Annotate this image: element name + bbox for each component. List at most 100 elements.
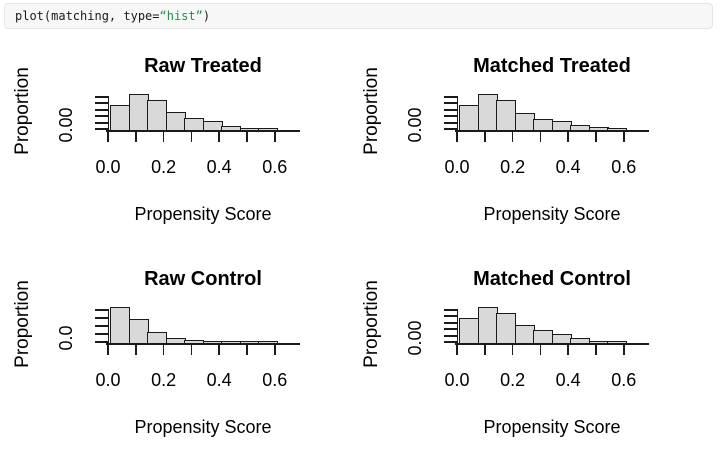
x-tick-mark bbox=[567, 343, 570, 355]
x-tick-label: 0.4 bbox=[555, 370, 581, 390]
x-tick-label: 0.0 bbox=[444, 157, 470, 177]
x-tick-label: 0.4 bbox=[555, 157, 581, 177]
y-tick-mark bbox=[444, 108, 457, 111]
y-tick-mark bbox=[444, 128, 457, 130]
y-tick-mark bbox=[95, 121, 108, 124]
x-tick-label: 0.6 bbox=[262, 157, 288, 177]
x-tick-label: 0.2 bbox=[151, 370, 177, 390]
y-tick-label: 0.00 bbox=[405, 107, 425, 143]
code-text: plot(matching, type=“hist”) bbox=[15, 9, 210, 23]
x-tick-mark bbox=[539, 130, 542, 142]
histogram-bar bbox=[459, 317, 480, 344]
x-tick-label: 0.6 bbox=[611, 157, 637, 177]
x-tick-mark bbox=[483, 130, 486, 142]
x-tick-mark bbox=[246, 343, 248, 355]
x-tick-mark bbox=[134, 343, 137, 355]
x-axis-line bbox=[106, 343, 300, 345]
code-prefix: plot(matching, type= bbox=[15, 9, 160, 23]
x-tick-mark bbox=[511, 130, 514, 142]
histogram-bar bbox=[147, 99, 168, 131]
histogram-bar bbox=[496, 100, 517, 131]
x-tick-mark bbox=[595, 130, 597, 142]
y-tick-mark bbox=[444, 315, 457, 318]
x-tick-mark bbox=[218, 130, 221, 142]
histogram-bar bbox=[514, 325, 535, 344]
y-tick-mark bbox=[444, 321, 457, 324]
x-tick-label: 0.0 bbox=[444, 370, 470, 390]
y-tick-mark bbox=[95, 309, 108, 311]
y-tick-mark bbox=[95, 102, 108, 105]
x-tick-mark bbox=[162, 343, 165, 355]
x-tick-label: 0.0 bbox=[95, 157, 121, 177]
y-axis-label: Proportion bbox=[12, 67, 33, 155]
panel-matched-treated: Matched Treated Proportion 0.00 0.0 0.2 0.… bbox=[357, 45, 697, 257]
x-tick-mark bbox=[107, 130, 109, 142]
y-tick-mark bbox=[444, 121, 457, 124]
x-axis-label: Propensity Score bbox=[134, 417, 272, 437]
x-axis-label: Propensity Score bbox=[483, 204, 621, 224]
x-tick-mark bbox=[511, 343, 514, 355]
x-tick-mark bbox=[622, 343, 625, 355]
y-tick-mark bbox=[95, 325, 108, 327]
plot-title: Matched Control bbox=[473, 268, 631, 290]
y-axis-ticks bbox=[444, 96, 458, 130]
y-tick-mark bbox=[444, 115, 457, 118]
x-tick-mark bbox=[483, 343, 486, 355]
histogram-bars bbox=[459, 303, 645, 344]
y-tick-mark bbox=[95, 115, 108, 118]
y-axis-label: Proportion bbox=[361, 67, 382, 155]
y-tick-mark bbox=[444, 341, 457, 343]
code-string-literal: “hist” bbox=[159, 9, 203, 23]
plot-title: Raw Control bbox=[144, 268, 262, 290]
histogram-bar bbox=[184, 117, 205, 131]
histogram-bar bbox=[477, 94, 498, 131]
x-tick-mark bbox=[456, 130, 458, 142]
histogram-bar bbox=[110, 105, 131, 131]
x-tick-mark bbox=[273, 343, 276, 355]
y-axis-ticks bbox=[95, 309, 109, 343]
y-tick-mark bbox=[95, 341, 108, 343]
x-tick-label: 0.4 bbox=[206, 370, 232, 390]
histogram-bar bbox=[514, 113, 535, 131]
x-tick-label: 0.6 bbox=[611, 370, 637, 390]
x-tick-mark bbox=[218, 343, 221, 355]
x-tick-mark bbox=[246, 130, 248, 142]
x-tick-mark bbox=[567, 130, 570, 142]
x-tick-mark bbox=[456, 343, 458, 355]
histogram-bar bbox=[459, 105, 480, 131]
y-tick-label: 0.00 bbox=[56, 107, 76, 143]
x-axis-line bbox=[106, 130, 300, 132]
y-axis-label: Proportion bbox=[361, 280, 382, 368]
x-tick-mark bbox=[162, 130, 165, 142]
histogram-bars bbox=[110, 303, 296, 344]
histogram-bars bbox=[110, 90, 296, 131]
histogram-bar bbox=[533, 329, 554, 344]
x-tick-mark bbox=[622, 130, 625, 142]
x-tick-label: 0.2 bbox=[151, 157, 177, 177]
y-tick-label: 0.0 bbox=[56, 325, 76, 351]
x-axis-label: Propensity Score bbox=[483, 417, 621, 437]
panel-raw-control: Raw Control Proportion 0.0 0.0 0.2 0.4 0.6 … bbox=[8, 258, 348, 454]
y-tick-mark bbox=[444, 96, 457, 98]
plot-title: Raw Treated bbox=[144, 55, 262, 77]
y-tick-mark bbox=[95, 333, 108, 335]
x-tick-label: 0.2 bbox=[500, 157, 526, 177]
panel-raw-treated: Raw Treated Proportion 0.00 0.0 0.2 0.4 0.6… bbox=[8, 45, 348, 257]
y-tick-mark bbox=[95, 96, 108, 98]
x-tick-mark bbox=[134, 130, 137, 142]
y-tick-mark bbox=[444, 309, 457, 311]
x-axis-line bbox=[455, 343, 649, 345]
y-tick-mark bbox=[444, 334, 457, 337]
histogram-bar bbox=[165, 112, 186, 131]
panel-matched-control: Matched Control Proportion 0.00 0.0 0.2 0.… bbox=[357, 258, 697, 454]
y-tick-mark bbox=[444, 102, 457, 105]
y-tick-mark bbox=[95, 128, 108, 130]
x-tick-label: 0.4 bbox=[206, 157, 232, 177]
y-axis-ticks bbox=[95, 96, 109, 130]
plot-title: Matched Treated bbox=[473, 55, 631, 77]
histogram-bar bbox=[128, 94, 149, 131]
x-axis-line bbox=[455, 130, 649, 132]
y-tick-mark bbox=[444, 328, 457, 331]
